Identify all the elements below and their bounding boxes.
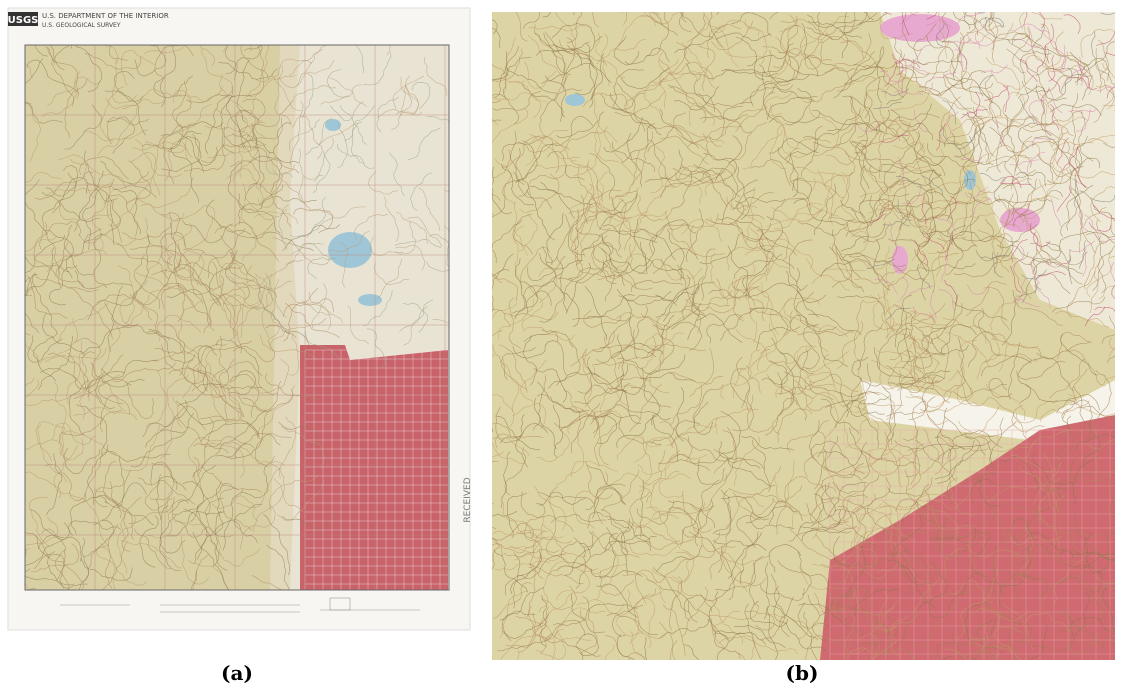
stamp: RECEIVED — [463, 477, 473, 522]
contour-line — [973, 0, 985, 13]
map-detail — [447, 0, 1125, 689]
agency: U.S. DEPARTMENT OF THE INTERIOR — [42, 12, 169, 20]
panel-a: USGS U.S. DEPARTMENT OF THE INTERIOR U.S… — [0, 0, 473, 631]
contour-line — [587, 658, 630, 688]
contour-line — [901, 0, 929, 13]
figure: USGS U.S. DEPARTMENT OF THE INTERIOR U.S… — [0, 0, 1125, 689]
contour-line — [1114, 590, 1125, 605]
panel-label: (a) — [221, 661, 253, 685]
survey: U.S. GEOLOGICAL SURVEY — [42, 22, 121, 29]
panel-b — [447, 0, 1125, 689]
contour-line — [616, 660, 648, 689]
contour-line — [526, 660, 572, 689]
logo: USGS — [8, 15, 39, 26]
panel-label: (b) — [786, 661, 819, 685]
map-area — [0, 0, 472, 631]
